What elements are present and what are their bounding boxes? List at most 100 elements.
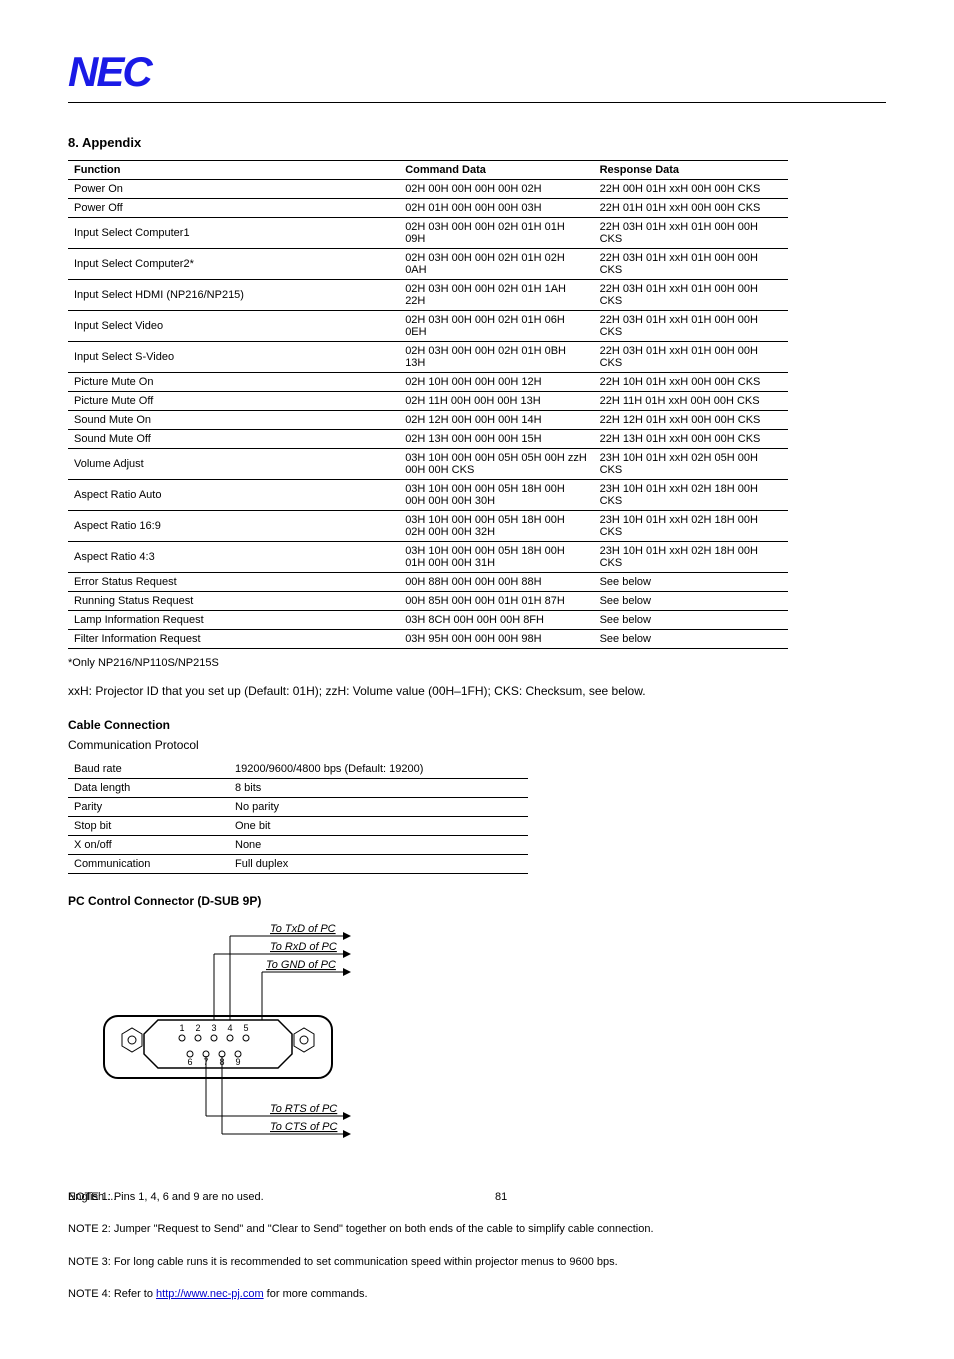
table-cell: 22H 03H 01H xxH 01H 00H 00H CKS xyxy=(594,218,788,249)
table-cell: None xyxy=(229,835,528,854)
pin-3: 3 xyxy=(211,1023,216,1033)
table-cell: 02H 03H 00H 00H 02H 01H 1AH 22H xyxy=(399,280,593,311)
label-rxd: To RxD of PC xyxy=(270,941,337,953)
table-cell: 8 bits xyxy=(229,778,528,797)
table-cell: 23H 10H 01H xxH 02H 18H 00H CKS xyxy=(594,480,788,511)
table-cell: 23H 10H 01H xxH 02H 18H 00H CKS xyxy=(594,542,788,573)
table-cell: 22H 03H 01H xxH 01H 00H 00H CKS xyxy=(594,311,788,342)
table-row: Aspect Ratio 4:303H 10H 00H 00H 05H 18H … xyxy=(68,542,788,573)
table-cell: 02H 03H 00H 00H 02H 01H 0BH 13H xyxy=(399,342,593,373)
note-4-link[interactable]: http://www.nec-pj.com xyxy=(156,1288,264,1300)
table-row: Input Select Computer2*02H 03H 00H 00H 0… xyxy=(68,249,788,280)
col-function: Function xyxy=(68,161,399,180)
table-row: Data length8 bits xyxy=(68,778,528,797)
table-cell: Baud rate xyxy=(68,760,229,779)
table-cell: Picture Mute On xyxy=(68,373,399,392)
table-cell: Filter Information Request xyxy=(68,630,399,649)
footer-left: English ... xyxy=(68,1191,116,1203)
table-cell: Aspect Ratio 16:9 xyxy=(68,511,399,542)
label-cts: To CTS of PC xyxy=(270,1121,338,1133)
table-cell: 02H 01H 00H 00H 00H 03H xyxy=(399,199,593,218)
table-cell: Input Select Video xyxy=(68,311,399,342)
table-cell: Power Off xyxy=(68,199,399,218)
table-row: Filter Information Request03H 95H 00H 00… xyxy=(68,630,788,649)
table-cell: Lamp Information Request xyxy=(68,611,399,630)
table-cell: 02H 00H 00H 00H 00H 02H xyxy=(399,180,593,199)
pin-4: 4 xyxy=(227,1023,232,1033)
table-row: Input Select S-Video02H 03H 00H 00H 02H … xyxy=(68,342,788,373)
label-rts: To RTS of PC xyxy=(270,1103,337,1115)
table-row: Aspect Ratio Auto03H 10H 00H 00H 05H 18H… xyxy=(68,480,788,511)
command-table: Function Command Data Response Data Powe… xyxy=(68,160,788,649)
note-3: NOTE 3: For long cable runs it is recomm… xyxy=(68,1254,808,1271)
table-row: Power On02H 00H 00H 00H 00H 02H22H 00H 0… xyxy=(68,180,788,199)
table-cell: One bit xyxy=(229,816,528,835)
note-2: NOTE 2: Jumper "Request to Send" and "Cl… xyxy=(68,1221,808,1238)
table-cell: Input Select Computer1 xyxy=(68,218,399,249)
table-row: ParityNo parity xyxy=(68,797,528,816)
table-cell: 03H 95H 00H 00H 00H 98H xyxy=(399,630,593,649)
note-4-pre: NOTE 4: Refer to xyxy=(68,1288,156,1300)
table-row: Sound Mute Off02H 13H 00H 00H 00H 15H22H… xyxy=(68,430,788,449)
table-row: Power Off02H 01H 00H 00H 00H 03H22H 01H … xyxy=(68,199,788,218)
table-cell: Aspect Ratio Auto xyxy=(68,480,399,511)
table-row: Volume Adjust03H 10H 00H 00H 05H 05H 00H… xyxy=(68,449,788,480)
table-cell: Communication xyxy=(68,854,229,873)
table-cell: Data length xyxy=(68,778,229,797)
table-cell: 22H 12H 01H xxH 00H 00H CKS xyxy=(594,411,788,430)
table-cell: Parity xyxy=(68,797,229,816)
table-cell: Sound Mute On xyxy=(68,411,399,430)
table-cell: Full duplex xyxy=(229,854,528,873)
table-cell: 00H 88H 00H 00H 00H 88H xyxy=(399,573,593,592)
table-cell: Volume Adjust xyxy=(68,449,399,480)
table-cell: 22H 01H 01H xxH 00H 00H CKS xyxy=(594,199,788,218)
table-cell: 23H 10H 01H xxH 02H 18H 00H CKS xyxy=(594,511,788,542)
dsub-diagram: To TxD of PC To RxD of PC To GND of PC xyxy=(88,916,886,1171)
pin-6: 6 xyxy=(187,1057,192,1067)
table-row: Lamp Information Request03H 8CH 00H 00H … xyxy=(68,611,788,630)
cable-heading: Cable Connection xyxy=(68,718,886,732)
label-txd: To TxD of PC xyxy=(270,923,336,935)
cable-desc: Communication Protocol xyxy=(68,738,886,752)
table-cell: 03H 8CH 00H 00H 00H 8FH xyxy=(399,611,593,630)
table-cell: 19200/9600/4800 bps (Default: 19200) xyxy=(229,760,528,779)
table-cell: 03H 10H 00H 00H 05H 05H 00H zzH 00H 00H … xyxy=(399,449,593,480)
top-rule xyxy=(68,102,886,103)
table-cell: See below xyxy=(594,630,788,649)
table-cell: 22H 03H 01H xxH 01H 00H 00H CKS xyxy=(594,342,788,373)
table-cell: Error Status Request xyxy=(68,573,399,592)
pin-2: 2 xyxy=(195,1023,200,1033)
table-cell: 03H 10H 00H 00H 05H 18H 00H 01H 00H 00H … xyxy=(399,542,593,573)
table-cell: 02H 03H 00H 00H 02H 01H 06H 0EH xyxy=(399,311,593,342)
col-response: Response Data xyxy=(594,161,788,180)
table-cell: 23H 10H 01H xxH 02H 05H 00H CKS xyxy=(594,449,788,480)
table-note: *Only NP216/NP110S/NP215S xyxy=(68,655,808,672)
note-4-post: for more commands. xyxy=(264,1288,368,1300)
table-cell: Sound Mute Off xyxy=(68,430,399,449)
table-cell: 00H 85H 00H 00H 01H 01H 87H xyxy=(399,592,593,611)
nec-logo: NEC xyxy=(68,48,886,96)
note-4: NOTE 4: Refer to http://www.nec-pj.com f… xyxy=(68,1286,808,1303)
table-row: Input Select Video02H 03H 00H 00H 02H 01… xyxy=(68,311,788,342)
table-cell: Input Select HDMI (NP216/NP215) xyxy=(68,280,399,311)
table-row: Error Status Request00H 88H 00H 00H 00H … xyxy=(68,573,788,592)
table-cell: 02H 13H 00H 00H 00H 15H xyxy=(399,430,593,449)
pin-9: 9 xyxy=(235,1057,240,1067)
table-cell: 02H 03H 00H 00H 02H 01H 01H 09H xyxy=(399,218,593,249)
table-cell: No parity xyxy=(229,797,528,816)
footer-center: 81 xyxy=(495,1191,507,1203)
table-cell: Picture Mute Off xyxy=(68,392,399,411)
table-cell: Input Select Computer2* xyxy=(68,249,399,280)
table-cell: See below xyxy=(594,611,788,630)
pin-5: 5 xyxy=(243,1023,248,1033)
table-row: Baud rate19200/9600/4800 bps (Default: 1… xyxy=(68,760,528,779)
table-row: Sound Mute On02H 12H 00H 00H 00H 14H22H … xyxy=(68,411,788,430)
table-cell: 22H 11H 01H xxH 00H 00H CKS xyxy=(594,392,788,411)
intro-paragraph: xxH: Projector ID that you set up (Defau… xyxy=(68,682,808,700)
table-cell: 02H 12H 00H 00H 00H 14H xyxy=(399,411,593,430)
table-row: Running Status Request00H 85H 00H 00H 01… xyxy=(68,592,788,611)
table-cell: See below xyxy=(594,573,788,592)
table-cell: See below xyxy=(594,592,788,611)
table-cell: 02H 03H 00H 00H 02H 01H 02H 0AH xyxy=(399,249,593,280)
table-cell: Stop bit xyxy=(68,816,229,835)
